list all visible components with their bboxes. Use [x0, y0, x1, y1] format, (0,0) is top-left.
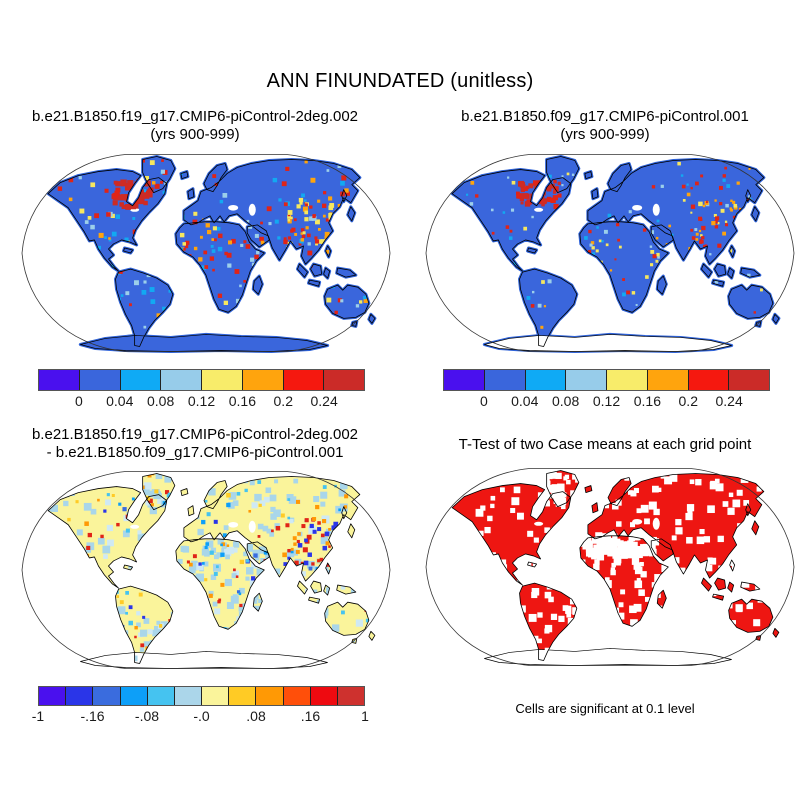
map-bottom-right [425, 467, 795, 667]
antarctica [483, 333, 733, 353]
map-bottom-left [21, 470, 391, 670]
colorbar-tick-label: .08 [246, 708, 266, 724]
colorbar-segment [283, 370, 325, 390]
colorbar-labels: -1 -.16 -.08 -.0 .08 .16 1 [32, 708, 369, 726]
colorbar-segment [39, 370, 80, 390]
colorbar-tick-label: 0 [74, 393, 83, 409]
panel-title-bottom-left: b.e21.B1850.f19_g17.CMIP6-piControl-2deg… [4, 426, 386, 462]
panel-title-line1: b.e21.B1850.f09_g17.CMIP6-piControl.001 [461, 108, 749, 125]
colorbar-segment [174, 687, 203, 705]
colorbar-mean-right: 0 0.04 0.08 0.12 0.16 0.2 0.24 [443, 369, 770, 413]
colorbar-tick-label: 0.04 [511, 393, 539, 409]
colorbar-segment [729, 370, 769, 390]
colorbar-tick-label: 0.04 [106, 393, 134, 409]
colorbar-segment [66, 687, 94, 705]
colorbar-segment [444, 370, 485, 390]
antarctica [483, 647, 733, 667]
colorbar-segment [310, 687, 338, 705]
colorbar-segment [647, 370, 689, 390]
map-top-left [21, 153, 391, 354]
significance-caption: Cells are significant at 0.1 level [515, 701, 695, 716]
colorbar-segment [324, 370, 364, 390]
colorbar-tick-label: 0.24 [715, 393, 743, 409]
colorbar-tick-label: 0.12 [187, 393, 216, 409]
colorbar-tick-label: -.16 [80, 708, 105, 724]
colorbar-diff: -1 -.16 -.08 -.0 .08 .16 1 [32, 686, 369, 730]
antarctica [79, 650, 329, 670]
colorbar-bar [38, 686, 365, 706]
panel-title-line1: T-Test of two Case means at each grid po… [458, 436, 752, 453]
colorbar-bar [38, 369, 365, 391]
colorbar-tick-label: 0 [479, 393, 488, 409]
colorbar-segment [202, 687, 230, 705]
colorbar-segment [161, 370, 202, 390]
panel-title-bottom-right: T-Test of two Case means at each grid po… [414, 436, 796, 454]
colorbar-labels: 0 0.04 0.08 0.12 0.16 0.2 0.24 [443, 393, 770, 411]
colorbar-segment [242, 370, 284, 390]
colorbar-segment [607, 370, 648, 390]
colorbar-tick-label: 0.16 [633, 393, 661, 409]
colorbar-tick-label: 0.12 [592, 393, 621, 409]
map-top-right [425, 153, 795, 354]
panel-title-line2: (yrs 900-999) [150, 126, 240, 143]
colorbar-segment [484, 370, 526, 390]
colorbar-segment [229, 687, 257, 705]
colorbar-mean-left: 0 0.04 0.08 0.12 0.16 0.2 0.24 [38, 369, 365, 413]
colorbar-bar [443, 369, 770, 391]
panel-title-line2: - b.e21.B1850.f09_g17.CMIP6-piControl.00… [46, 444, 344, 461]
colorbar-labels: 0 0.04 0.08 0.12 0.16 0.2 0.24 [38, 393, 365, 411]
colorbar-segment [39, 687, 67, 705]
colorbar-segment [120, 687, 148, 705]
colorbar-segment [93, 687, 121, 705]
colorbar-segment [688, 370, 730, 390]
panel-title-top-left: b.e21.B1850.f19_g17.CMIP6-piControl-2deg… [4, 108, 386, 144]
colorbar-tick-label: 0.08 [552, 393, 580, 409]
colorbar-tick-label: .16 [300, 708, 321, 724]
colorbar-tick-label: 0.16 [228, 393, 256, 409]
panel-title-line2: (yrs 900-999) [560, 126, 650, 143]
colorbar-tick-label: -1 [31, 708, 45, 724]
colorbar-segment [120, 370, 162, 390]
colorbar-tick-label: 1 [361, 708, 369, 724]
colorbar-segment [337, 687, 365, 705]
colorbar-segment [525, 370, 567, 390]
colorbar-segment [283, 687, 311, 705]
panel-title-line1: b.e21.B1850.f19_g17.CMIP6-piControl-2deg… [31, 108, 359, 125]
colorbar-segment [79, 370, 121, 390]
colorbar-tick-label: 0.2 [678, 393, 698, 409]
panel-title-line1: b.e21.B1850.f19_g17.CMIP6-piControl-2deg… [31, 426, 359, 443]
colorbar-segment [566, 370, 607, 390]
colorbar-segment [256, 687, 284, 705]
colorbar-tick-label: -.0 [193, 708, 210, 724]
colorbar-tick-label: -.08 [134, 708, 160, 724]
colorbar-tick-label: 0.24 [310, 393, 338, 409]
figure-title: ANN FINUNDATED (unitless) [266, 70, 534, 92]
colorbar-tick-label: 0.08 [147, 393, 175, 409]
colorbar-segment [202, 370, 243, 390]
colorbar-tick-label: 0.2 [273, 393, 293, 409]
panel-title-top-right: b.e21.B1850.f09_g17.CMIP6-piControl.001 … [414, 108, 796, 144]
colorbar-segment [147, 687, 175, 705]
antarctica [79, 333, 329, 353]
